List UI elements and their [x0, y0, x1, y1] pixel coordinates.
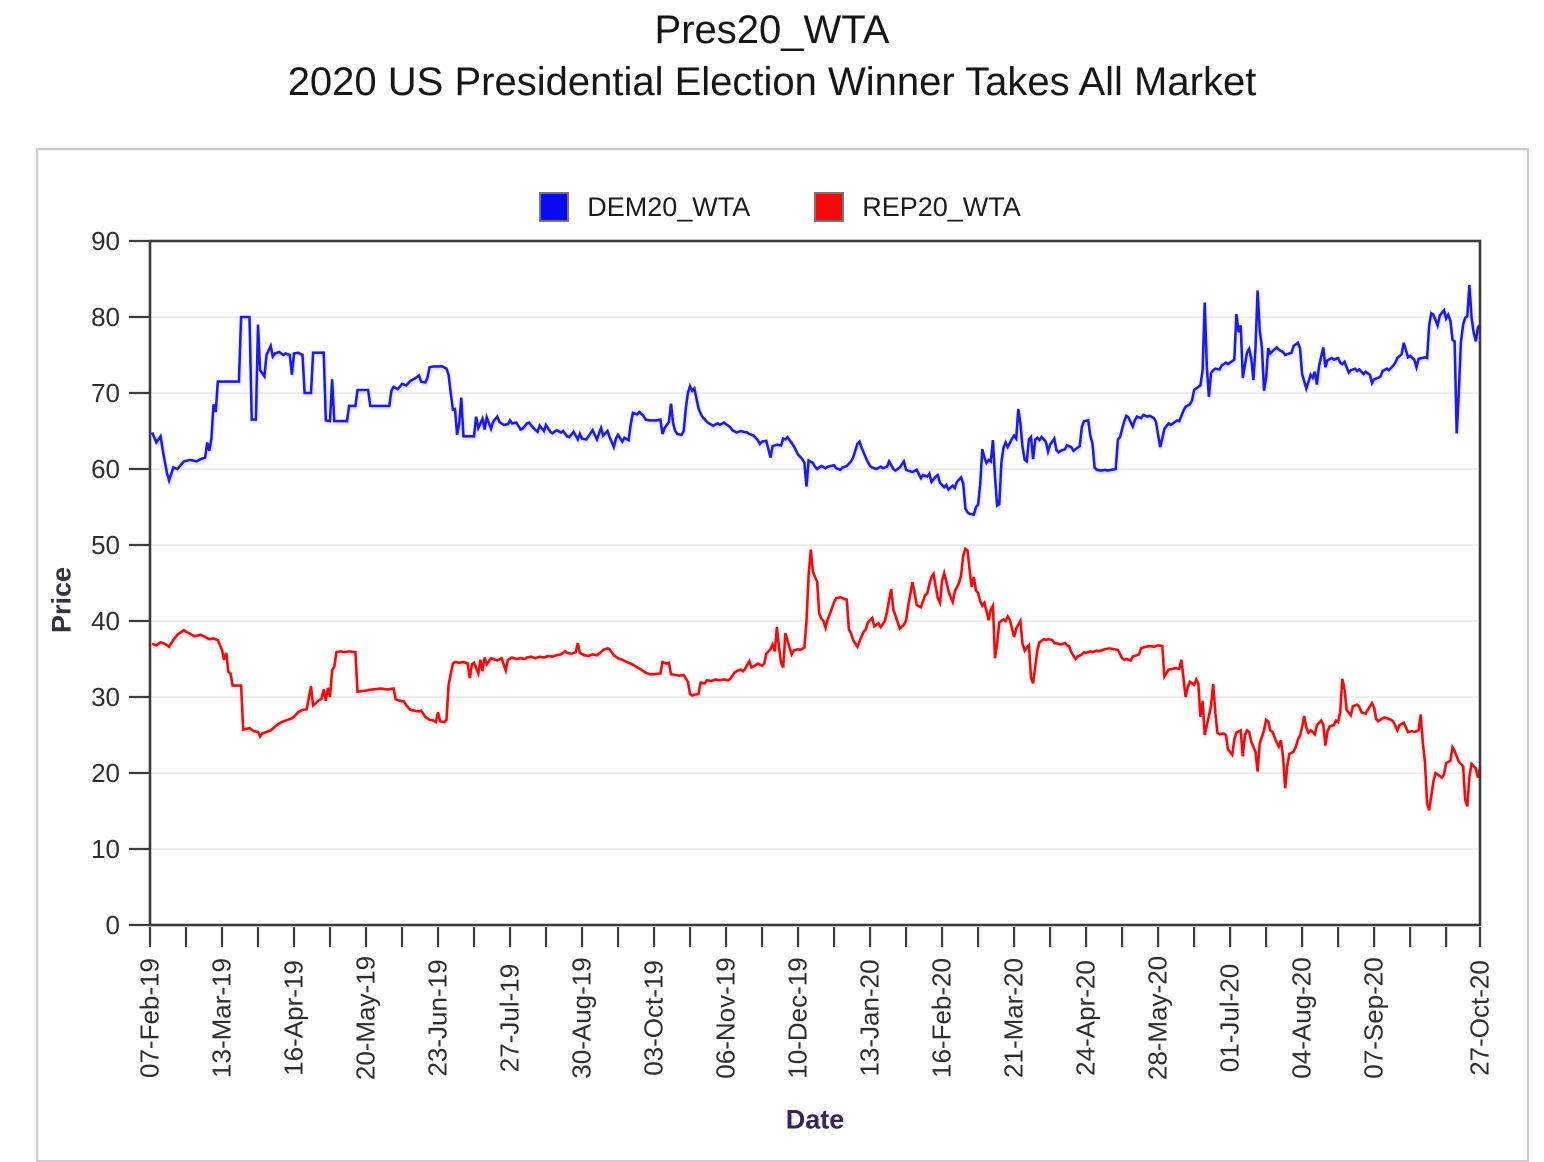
legend-label-rep: REP20_WTA — [862, 191, 1021, 222]
page-subtitle: 2020 US Presidential Election Winner Tak… — [287, 60, 1257, 104]
chart-title-block: Pres20_WTA 2020 US Presidential Election… — [0, 4, 1544, 108]
legend-item-dem20-wta: DEM20_WTA — [539, 192, 750, 223]
rep-series-swatch-icon — [814, 192, 845, 222]
dem-series-swatch-icon — [539, 192, 570, 222]
chart-legend: DEM20_WTA REP20_WTA — [150, 190, 1410, 224]
legend-item-rep20-wta: REP20_WTA — [814, 192, 1021, 223]
legend-label-dem: DEM20_WTA — [587, 191, 751, 222]
page-title: Pres20_WTA — [654, 8, 890, 52]
